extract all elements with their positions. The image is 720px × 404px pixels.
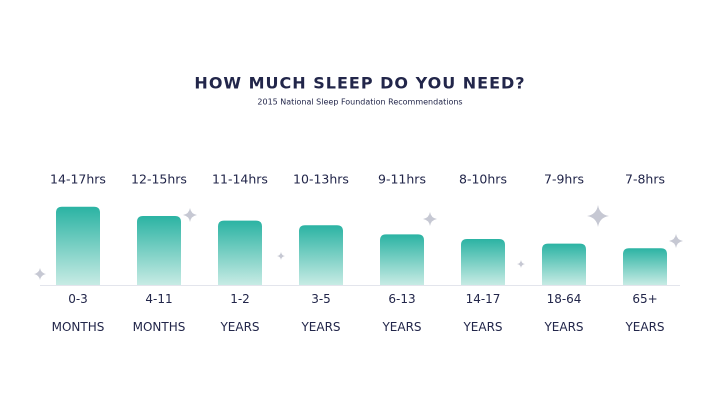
x-tick-label: 14-17 YEARS <box>462 292 502 334</box>
bar <box>299 225 343 285</box>
value-label: 12-15hrs <box>131 172 187 187</box>
sparkle <box>587 205 609 227</box>
chart-subtitle: 2015 National Sleep Foundation Recommend… <box>257 98 462 107</box>
bar <box>623 248 667 285</box>
sparkle <box>517 260 525 268</box>
value-label: 10-13hrs <box>293 172 349 187</box>
x-tick-label: 1-2 YEARS <box>219 292 259 334</box>
sparkle <box>423 212 437 226</box>
value-label: 11-14hrs <box>212 172 268 187</box>
sparkle <box>669 234 683 248</box>
bar <box>137 216 181 285</box>
chart-title: HOW MUCH SLEEP DO YOU NEED? <box>194 74 525 93</box>
x-tick-label: 0-3 MONTHS <box>52 292 105 334</box>
sparkle <box>183 208 197 222</box>
x-tick-label: 65+ YEARS <box>624 292 664 334</box>
bar <box>542 243 586 285</box>
sparkle <box>277 252 285 260</box>
sparkle <box>34 268 46 280</box>
sparkles <box>34 205 683 280</box>
x-tick-label: 18-64 YEARS <box>543 292 583 334</box>
value-label: 14-17hrs <box>50 172 106 187</box>
value-label: 9-11hrs <box>378 172 426 187</box>
bar <box>461 239 505 285</box>
value-label: 7-8hrs <box>625 172 665 187</box>
bar <box>56 206 100 285</box>
x-tick-label: 6-13 YEARS <box>381 292 421 334</box>
bar <box>380 234 424 285</box>
x-tick-label: 3-5 YEARS <box>300 292 340 334</box>
value-label: 7-9hrs <box>544 172 584 187</box>
x-tick-label: 4-11 MONTHS <box>133 292 186 334</box>
bar <box>218 220 262 285</box>
value-label: 8-10hrs <box>459 172 507 187</box>
